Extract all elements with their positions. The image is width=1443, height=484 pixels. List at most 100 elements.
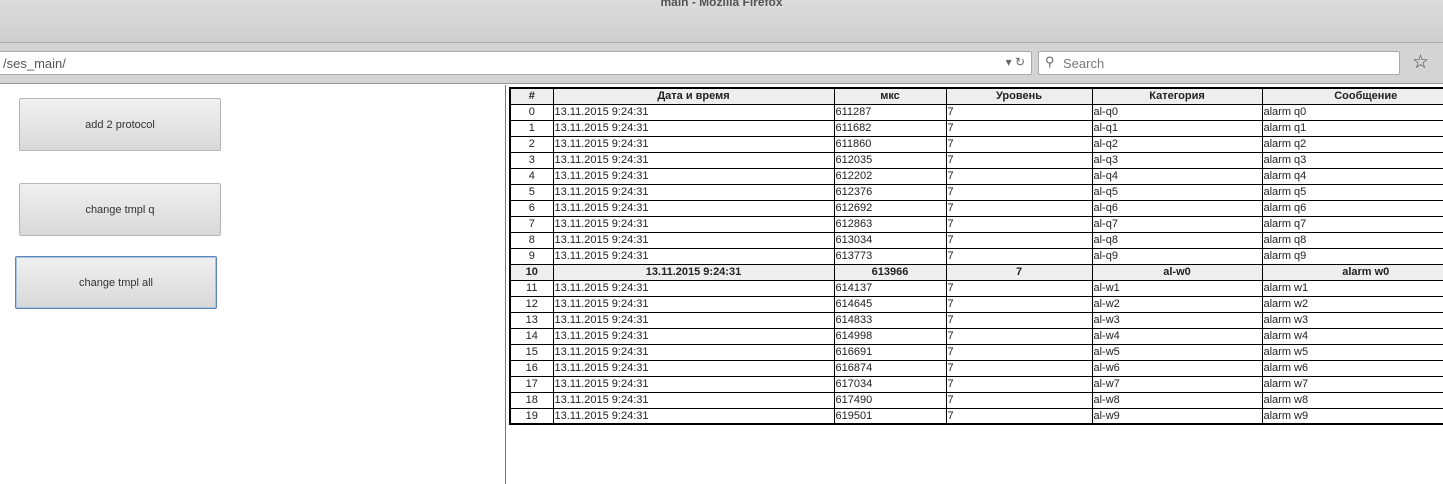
table-cell: al-q4 (1091, 167, 1263, 185)
table-cell: 13.11.2015 9:24:31 (552, 231, 835, 249)
table-cell: al-w5 (1091, 343, 1263, 361)
table-row[interactable]: 18 13.11.2015 9:24:31 617490 7 al-w8 alarm w8 (509, 391, 1443, 409)
table-cell: 7 (945, 183, 1093, 201)
table-cell: al-q8 (1091, 231, 1263, 249)
table-cell: alarm q9 (1261, 247, 1443, 265)
table-cell: 7 (945, 119, 1093, 137)
table-cell: 7 (945, 135, 1093, 153)
url-text: /ses_main/ (3, 56, 66, 71)
table-cell: 612202 (833, 167, 947, 185)
table-row[interactable]: 6 13.11.2015 9:24:31 612692 7 al-q6 alarm q6 (509, 199, 1443, 217)
table-cell: 2 (509, 135, 554, 153)
table-cell: 13.11.2015 9:24:31 (552, 119, 835, 137)
table-cell: 7 (945, 263, 1093, 281)
table-row[interactable]: 9 13.11.2015 9:24:31 613773 7 al-q9 alarm q9 (509, 247, 1443, 265)
table-row[interactable]: 17 13.11.2015 9:24:31 617034 7 al-w7 alarm w7 (509, 375, 1443, 393)
table-row[interactable]: 4 13.11.2015 9:24:31 612202 7 al-q4 alarm q4 (509, 167, 1443, 185)
table-cell: alarm q4 (1261, 167, 1443, 185)
dropdown-arrow-icon[interactable]: ▾ (1005, 55, 1012, 69)
table-cell: 613034 (833, 231, 947, 249)
table-row[interactable]: 16 13.11.2015 9:24:31 616874 7 al-w6 alarm w6 (509, 359, 1443, 377)
table-cell: 13.11.2015 9:24:31 (552, 359, 835, 377)
table-cell: al-q2 (1091, 135, 1263, 153)
table-cell: 3 (509, 151, 554, 169)
table-cell: al-w6 (1091, 359, 1263, 377)
table-cell: alarm w3 (1261, 311, 1443, 329)
table-row[interactable]: 1 13.11.2015 9:24:31 611682 7 al-q1 alarm q1 (509, 119, 1443, 137)
left-panel: add 2 protocol change tmpl q change tmpl… (0, 85, 506, 484)
table-cell: 7 (945, 311, 1093, 329)
table-cell: alarm w7 (1261, 375, 1443, 393)
change-tmpl-all-button[interactable]: change tmpl all (15, 256, 217, 309)
table-cell: 13.11.2015 9:24:31 (552, 199, 835, 217)
table-row[interactable]: 2 13.11.2015 9:24:31 611860 7 al-q2 alarm q2 (509, 135, 1443, 153)
table-cell: 7 (945, 151, 1093, 169)
table-cell: al-w4 (1091, 327, 1263, 345)
add-protocol-button[interactable]: add 2 protocol (19, 98, 221, 151)
table-row[interactable]: 12 13.11.2015 9:24:31 614645 7 al-w2 alarm w2 (509, 295, 1443, 313)
table-cell: 7 (945, 343, 1093, 361)
column-header: Уровень (945, 87, 1093, 105)
browser-toolbar: /ses_main/ ▾ ↻ ⚲ Search ☆ (0, 42, 1443, 84)
table-row[interactable]: 14 13.11.2015 9:24:31 614998 7 al-w4 alarm w4 (509, 327, 1443, 345)
table-cell: al-q5 (1091, 183, 1263, 201)
table-cell: alarm q5 (1261, 183, 1443, 201)
table-cell: al-w9 (1091, 407, 1263, 425)
table-cell: al-w1 (1091, 279, 1263, 297)
table-row[interactable]: 0 13.11.2015 9:24:31 611287 7 al-q0 alarm q0 (509, 103, 1443, 121)
table-cell: 13.11.2015 9:24:31 (552, 247, 835, 265)
table-cell: al-q7 (1091, 215, 1263, 233)
table-cell: 612863 (833, 215, 947, 233)
table-cell: 9 (509, 247, 554, 265)
table-row[interactable]: 5 13.11.2015 9:24:31 612376 7 al-q5 alarm q5 (509, 183, 1443, 201)
table-row[interactable]: 10 13.11.2015 9:24:31 613966 7 al-w0 alarm w0 (509, 263, 1443, 281)
table-cell: 10 (509, 263, 554, 281)
table-header-row: # Дата и время мкс Уровень Категория Сообщени… (509, 87, 1443, 105)
table-cell: alarm q8 (1261, 231, 1443, 249)
table-cell: alarm q7 (1261, 215, 1443, 233)
change-tmpl-q-button[interactable]: change tmpl q (19, 183, 221, 236)
table-cell: 4 (509, 167, 554, 185)
table-cell: 7 (945, 247, 1093, 265)
table-row[interactable]: 13 13.11.2015 9:24:31 614833 7 al-w3 alarm w3 (509, 311, 1443, 329)
table-row[interactable]: 11 13.11.2015 9:24:31 614137 7 al-w1 alarm w1 (509, 279, 1443, 297)
table-row[interactable]: 19 13.11.2015 9:24:31 619501 7 al-w9 alarm w9 (509, 407, 1443, 425)
table-cell: alarm w5 (1261, 343, 1443, 361)
reload-icon[interactable]: ↻ (1014, 55, 1025, 69)
table-cell: 13.11.2015 9:24:31 (552, 279, 835, 297)
table-cell: alarm q0 (1261, 103, 1443, 121)
table-cell: 18 (509, 391, 554, 409)
table-cell: alarm w1 (1261, 279, 1443, 297)
table-cell: 7 (945, 391, 1093, 409)
table-row[interactable]: 15 13.11.2015 9:24:31 616691 7 al-w5 alarm w5 (509, 343, 1443, 361)
table-cell: al-q6 (1091, 199, 1263, 217)
table-cell: 614645 (833, 295, 947, 313)
column-header: Сообщение (1261, 87, 1443, 105)
table-cell: 613773 (833, 247, 947, 265)
url-bar[interactable]: /ses_main/ ▾ ↻ (0, 51, 1032, 75)
table-row[interactable]: 8 13.11.2015 9:24:31 613034 7 al-q8 alarm q8 (509, 231, 1443, 249)
protocol-table: # Дата и время мкс Уровень Категория Сообщени… (509, 87, 1443, 425)
table-cell: 7 (945, 295, 1093, 313)
window-titlebar: main - Mozilla Firefox (0, 0, 1443, 42)
table-cell: 611287 (833, 103, 947, 121)
table-cell: 13.11.2015 9:24:31 (552, 407, 835, 425)
table-cell: 13.11.2015 9:24:31 (552, 295, 835, 313)
table-cell: al-w8 (1091, 391, 1263, 409)
table-cell: 7 (945, 327, 1093, 345)
table-cell: al-w2 (1091, 295, 1263, 313)
table-cell: alarm w0 (1261, 263, 1443, 281)
table-cell: 12 (509, 295, 554, 313)
search-placeholder: Search (1063, 56, 1105, 71)
table-cell: 7 (945, 375, 1093, 393)
table-row[interactable]: 3 13.11.2015 9:24:31 612035 7 al-q3 alarm q3 (509, 151, 1443, 169)
table-cell: 15 (509, 343, 554, 361)
table-cell: al-q0 (1091, 103, 1263, 121)
table-cell: 13 (509, 311, 554, 329)
bookmark-star-icon[interactable]: ☆ (1412, 52, 1430, 73)
table-cell: 614137 (833, 279, 947, 297)
table-row[interactable]: 7 13.11.2015 9:24:31 612863 7 al-q7 alarm q7 (509, 215, 1443, 233)
table-cell: 13.11.2015 9:24:31 (552, 391, 835, 409)
search-input[interactable]: ⚲ Search (1038, 51, 1400, 75)
table-cell: al-w0 (1091, 263, 1263, 281)
